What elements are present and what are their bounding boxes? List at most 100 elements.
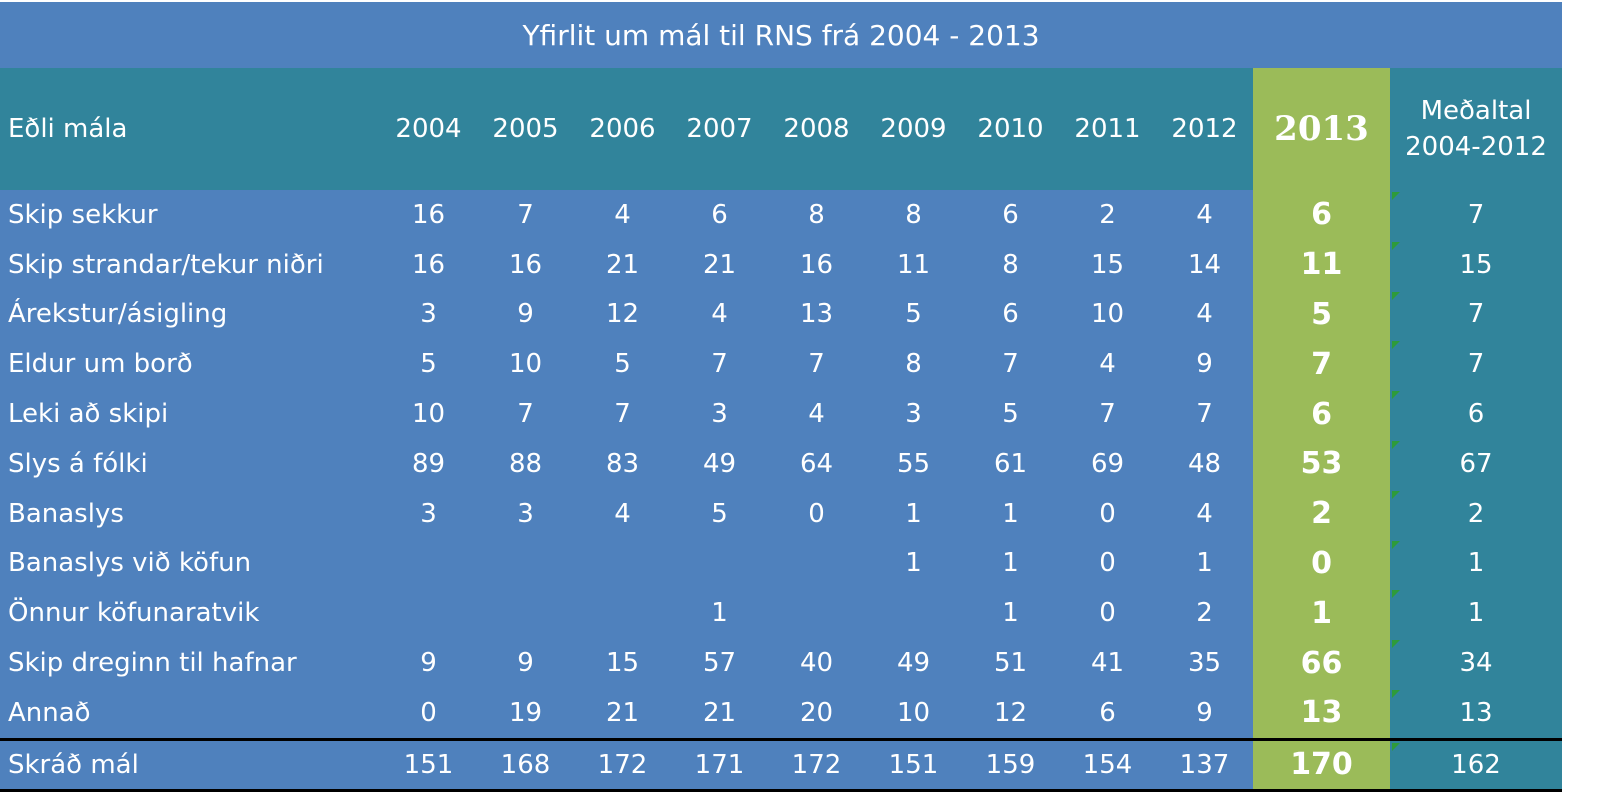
cell: 83 <box>574 438 671 489</box>
cell: 66 <box>1253 638 1390 688</box>
data-row: Skip dreginn til hafnar 9 9 15 57 40 49 51 41 35 6… <box>0 638 1562 688</box>
cell: 7 <box>1253 339 1390 390</box>
row-label: Annað <box>0 687 380 740</box>
cell: 7 <box>574 389 671 439</box>
cell: 2 <box>1156 588 1253 639</box>
cell: 10 <box>380 389 477 439</box>
cell: 6 <box>671 190 768 240</box>
cell: 10 <box>865 687 962 740</box>
cell: 2010 <box>962 68 1059 190</box>
cell: 3 <box>380 289 477 340</box>
cell: 3 <box>671 389 768 439</box>
cell: 13 <box>1390 687 1562 740</box>
cell: 69 <box>1059 438 1156 489</box>
cell: 20 <box>768 687 865 740</box>
cell: 4 <box>574 488 671 539</box>
cell: 172 <box>768 737 865 792</box>
cell: 61 <box>962 438 1059 489</box>
cell: 21 <box>574 239 671 290</box>
cell: 8 <box>768 190 865 240</box>
cell: 7 <box>1390 339 1562 390</box>
cell: 1 <box>865 488 962 539</box>
cell: 151 <box>865 737 962 792</box>
table-title: Yfirlit um mál til RNS frá 2004 - 2013 <box>0 0 1562 68</box>
cell: 4 <box>768 389 865 439</box>
cell: 2012 <box>1156 68 1253 190</box>
cell: 15 <box>574 638 671 688</box>
cell: 9 <box>1156 687 1253 740</box>
row-label: Banaslys <box>0 488 380 539</box>
cell: 21 <box>671 687 768 740</box>
cell: 7 <box>1156 389 1253 439</box>
cell: 6 <box>962 289 1059 340</box>
cell: 21 <box>574 687 671 740</box>
cell: 2011 <box>1059 68 1156 190</box>
cell: 6 <box>1059 687 1156 740</box>
cell <box>380 538 477 589</box>
cell: 5 <box>1253 289 1390 340</box>
cell: 12 <box>962 687 1059 740</box>
cell: 154 <box>1059 737 1156 792</box>
cell: 34 <box>1390 638 1562 688</box>
cell: 170 <box>1253 737 1390 792</box>
cell: 8 <box>865 190 962 240</box>
cell: 8 <box>865 339 962 390</box>
data-row: Önnur köfunaratvik 1 1 0 2 1 1 <box>0 588 1562 639</box>
cell: 5 <box>671 488 768 539</box>
cell <box>477 538 574 589</box>
row-label: Skip sekkur <box>0 190 380 240</box>
data-row: Banaslys 3 3 4 5 0 1 1 0 4 2 2 <box>0 488 1562 539</box>
cell: 9 <box>477 638 574 688</box>
cell: 1 <box>1156 538 1253 589</box>
row-label: Önnur köfunaratvik <box>0 588 380 639</box>
row-label: Skip strandar/tekur niðri <box>0 239 380 290</box>
cell: 51 <box>962 638 1059 688</box>
cases-table: Eðli mála 2004 2005 2006 2007 2008 2009 2010 201… <box>0 68 1562 792</box>
cell <box>768 588 865 639</box>
cell: 4 <box>574 190 671 240</box>
cell: 0 <box>1059 538 1156 589</box>
row-label: Banaslys við köfun <box>0 538 380 589</box>
cell: 53 <box>1253 438 1390 489</box>
cell: 2 <box>1390 488 1562 539</box>
cell: 55 <box>865 438 962 489</box>
cell: 1 <box>962 488 1059 539</box>
cell: 15 <box>1059 239 1156 290</box>
cell: 16 <box>380 190 477 240</box>
cell: 6 <box>962 190 1059 240</box>
data-row: Árekstur/ásigling 3 9 12 4 13 5 6 10 4 5 7 <box>0 289 1562 340</box>
cell: 67 <box>1390 438 1562 489</box>
cell: 0 <box>768 488 865 539</box>
cell: 137 <box>1156 737 1253 792</box>
cell: 9 <box>380 638 477 688</box>
cell: 19 <box>477 687 574 740</box>
cell <box>574 538 671 589</box>
cell: 5 <box>380 339 477 390</box>
cell: 1 <box>1253 588 1390 639</box>
total-row: Skráð mál 151 168 172 171 172 151 159 154 137 170 1… <box>0 737 1562 792</box>
cell: 40 <box>768 638 865 688</box>
cell: 21 <box>671 239 768 290</box>
cell: 2005 <box>477 68 574 190</box>
cell: 88 <box>477 438 574 489</box>
cell: 9 <box>477 289 574 340</box>
cell: 151 <box>380 737 477 792</box>
cell: 172 <box>574 737 671 792</box>
cell: 12 <box>574 289 671 340</box>
cell: 3 <box>380 488 477 539</box>
cell: 11 <box>865 239 962 290</box>
cell: 1 <box>962 588 1059 639</box>
data-row: Banaslys við köfun 1 1 0 1 0 1 <box>0 538 1562 589</box>
cell: 57 <box>671 638 768 688</box>
row-label: Eðli mála <box>0 68 380 190</box>
cell: 162 <box>1390 737 1562 792</box>
cell: 2009 <box>865 68 962 190</box>
cell: 7 <box>477 389 574 439</box>
cell: 0 <box>1253 538 1390 589</box>
row-label: Skráð mál <box>0 737 380 792</box>
cell: 2004 <box>380 68 477 190</box>
data-row: Slys á fólki 89 88 83 49 64 55 61 69 48 53 67 <box>0 438 1562 489</box>
data-row: Leki að skipi 10 7 7 3 4 3 5 7 7 6 6 <box>0 389 1562 439</box>
row-label: Slys á fólki <box>0 438 380 489</box>
cell: 7 <box>1390 289 1562 340</box>
